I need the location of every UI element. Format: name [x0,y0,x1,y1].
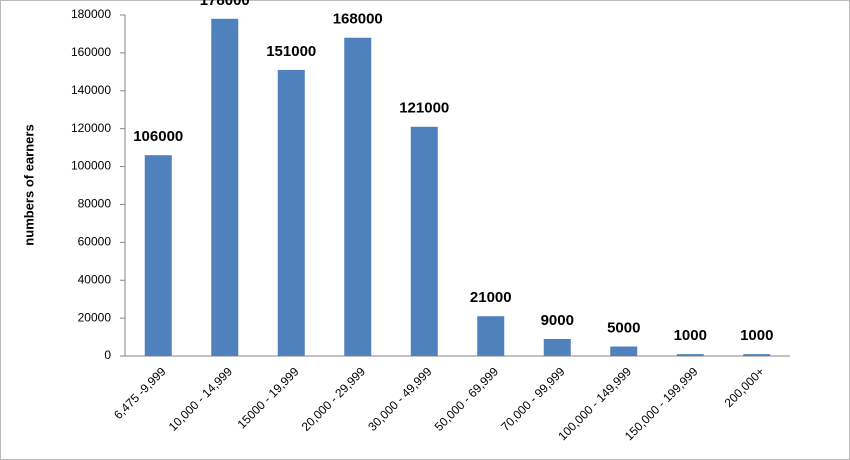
y-axis-label: numbers of earners [21,124,36,245]
y-tick-label: 140000 [71,83,111,97]
bar [410,126,438,357]
value-label: 106000 [133,128,183,145]
value-label: 121000 [399,100,449,117]
bar [743,354,771,356]
bar [277,69,305,356]
bar [344,37,372,356]
y-tick-label: 0 [104,348,111,362]
value-label: 1000 [740,327,773,344]
y-tick-label: 20000 [78,310,112,324]
y-tick-label: 120000 [71,121,111,135]
y-tick-label: 160000 [71,45,111,59]
value-label: 1000 [674,327,707,344]
value-label: 168000 [333,11,383,28]
bar [477,316,505,356]
value-label: 5000 [607,319,640,336]
bar [610,346,638,356]
y-tick-label: 100000 [71,159,111,173]
value-label: 151000 [266,43,316,60]
bar [676,354,704,356]
bar [144,155,172,356]
bar [543,338,571,356]
bar [211,18,239,357]
y-tick-label: 40000 [78,272,112,286]
value-label: 21000 [470,289,512,306]
y-tick-label: 60000 [78,235,112,249]
value-label: 9000 [541,312,574,329]
value-label: 178000 [200,0,250,9]
y-tick-label: 180000 [71,7,111,21]
y-tick-label: 80000 [78,197,112,211]
